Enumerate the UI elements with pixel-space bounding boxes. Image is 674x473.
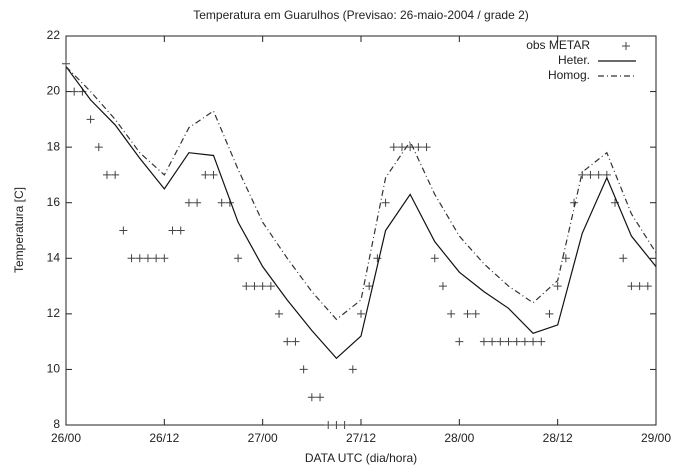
y-tick-label: 22 (47, 28, 61, 42)
y-tick-label: 10 (47, 362, 61, 376)
obs-point (111, 170, 120, 179)
obs-point (479, 337, 488, 346)
y-tick-label: 8 (53, 417, 60, 431)
obs-point (332, 421, 341, 429)
obs-point (193, 198, 202, 207)
obs-point (143, 254, 152, 263)
obs-point (447, 309, 456, 318)
obs-point (365, 282, 374, 291)
x-tick-label: 27/00 (248, 431, 278, 445)
obs-point (471, 309, 480, 318)
y-tick-label: 14 (47, 250, 61, 264)
obs-point (438, 282, 447, 291)
obs-point (561, 254, 570, 263)
obs-point (70, 87, 79, 96)
x-tick-label: 28/00 (444, 431, 474, 445)
obs-point (307, 393, 316, 402)
obs-point (520, 337, 529, 346)
legend-label: Heter. (558, 53, 590, 67)
obs-point (635, 282, 644, 291)
obs-point (135, 254, 144, 263)
obs-point (627, 282, 636, 291)
obs-point (545, 309, 554, 318)
obs-point (217, 198, 226, 207)
obs-point (184, 198, 193, 207)
y-tick-label: 12 (47, 306, 61, 320)
obs-point (291, 337, 300, 346)
obs-point (266, 282, 275, 291)
y-tick-label: 18 (47, 139, 61, 153)
obs-point (258, 282, 267, 291)
legend-label: Homog. (548, 68, 590, 82)
obs-point (496, 337, 505, 346)
obs-point (160, 254, 169, 263)
obs-point (242, 282, 251, 291)
y-tick-label: 20 (47, 84, 61, 98)
obs-point (529, 337, 538, 346)
obs-point (119, 226, 128, 235)
obs-point (340, 421, 349, 429)
obs-point (389, 143, 398, 152)
x-tick-label: 26/12 (149, 431, 179, 445)
obs-point (504, 337, 513, 346)
obs-point (570, 198, 579, 207)
obs-point (553, 282, 562, 291)
obs-point (176, 226, 185, 235)
obs-point (234, 254, 243, 263)
obs-point (537, 337, 546, 346)
obs-point (324, 421, 333, 429)
obs-point (86, 115, 95, 124)
legend-symbol (622, 42, 630, 50)
obs-point (373, 254, 382, 263)
obs-point (299, 365, 308, 374)
obs-point (578, 170, 587, 179)
obs-point (594, 170, 603, 179)
y-tick-label: 16 (47, 195, 61, 209)
obs-point (250, 282, 259, 291)
obs-point (201, 170, 210, 179)
obs-point (275, 309, 284, 318)
plot-frame (65, 35, 657, 426)
x-tick-label: 27/12 (346, 431, 376, 445)
series-line (65, 66, 657, 321)
obs-point (463, 309, 472, 318)
x-tick-label: 28/12 (543, 431, 573, 445)
obs-point (586, 170, 595, 179)
x-tick-label: 29/00 (641, 431, 671, 445)
obs-point (62, 59, 70, 68)
obs-point (348, 365, 357, 374)
chart-title: Temperatura em Guarulhos (Previsao: 26-m… (193, 8, 529, 22)
obs-point (430, 254, 439, 263)
y-axis-label: Temperatura [C] (12, 187, 26, 273)
x-axis-label: DATA UTC (dia/hora) (305, 451, 417, 465)
obs-point (488, 337, 497, 346)
obs-point (643, 282, 652, 291)
obs-point (316, 393, 325, 402)
obs-point (455, 337, 464, 346)
obs-point (209, 170, 218, 179)
legend-label: obs METAR (526, 38, 590, 52)
obs-point (127, 254, 136, 263)
obs-point (381, 198, 390, 207)
series-line (65, 66, 657, 360)
obs-point (283, 337, 292, 346)
obs-point (357, 309, 365, 318)
obs-point (152, 254, 161, 263)
obs-point (102, 170, 111, 179)
obs-point (168, 226, 177, 235)
obs-point (512, 337, 521, 346)
obs-point (619, 254, 628, 263)
obs-point (397, 143, 406, 152)
obs-point (422, 143, 431, 152)
obs-point (414, 143, 423, 152)
x-tick-label: 26/00 (51, 431, 81, 445)
obs-point (94, 143, 103, 152)
